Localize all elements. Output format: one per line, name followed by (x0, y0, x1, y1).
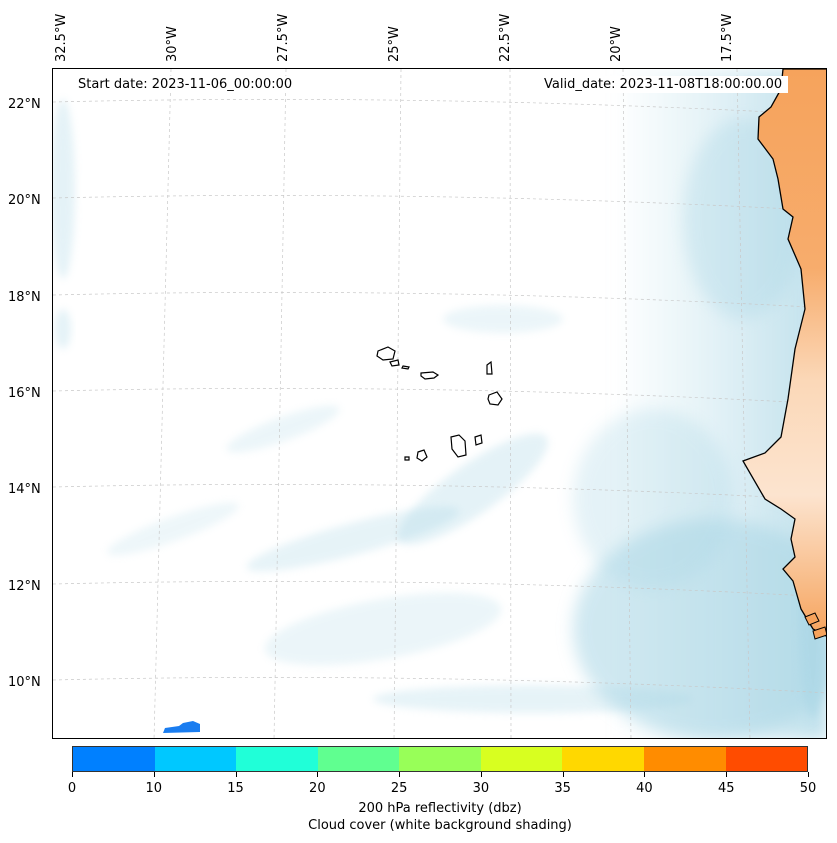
colorbar-tick (399, 772, 400, 777)
colorbar-tick (317, 772, 318, 777)
colorbar-tick-label: 30 (472, 781, 490, 796)
colorbar-label-reflectivity: 200 hPa reflectivity (dbz) (358, 801, 522, 816)
colorbar-segment-6 (562, 747, 644, 771)
map-canvas (53, 69, 826, 738)
colorbar-tick-label: 45 (717, 781, 735, 796)
map-panel (52, 68, 827, 739)
colorbar-tick-label: 40 (636, 781, 653, 796)
lat-label-14n: 14°N (8, 482, 41, 497)
colorbar-tick (726, 772, 727, 777)
colorbar-segment-1 (154, 747, 237, 771)
colorbar-tick-label: 0 (67, 781, 77, 796)
colorbar-tick-label: 15 (227, 781, 244, 796)
lon-label-25w: 25°W (387, 26, 402, 62)
colorbar-tick (644, 772, 645, 777)
lon-label-30w: 30°W (165, 26, 180, 62)
graticule (53, 69, 826, 738)
colorbar-segment-7 (643, 747, 726, 771)
colorbar-tick-label: 10 (145, 781, 163, 796)
valid-date-label: Valid_date: 2023-11-08T18:00:00.00 (538, 76, 789, 93)
colorbar-tick (154, 772, 155, 777)
reflectivity-echo (163, 721, 200, 733)
lon-label-27-5w: 27.5°W (276, 13, 291, 62)
lat-label-20n: 20°N (8, 193, 41, 208)
colorbar (72, 746, 808, 772)
colorbar-tick (72, 772, 73, 777)
start-date-label: Start date: 2023-11-06_00:00:00 (72, 76, 299, 93)
colorbar-tick-label: 25 (390, 781, 408, 796)
colorbar-label-cloud-cover: Cloud cover (white background shading) (308, 818, 572, 833)
lon-label-20w: 20°W (609, 26, 624, 62)
lat-label-22n: 22°N (8, 97, 41, 112)
colorbar-segment-5 (480, 747, 563, 771)
lon-label-22-5w: 22.5°W (498, 13, 513, 62)
colorbar-tick-label: 35 (554, 781, 571, 796)
lat-label-16n: 16°N (8, 386, 41, 401)
colorbar-segment-3 (317, 747, 400, 771)
colorbar-segment-4 (399, 747, 481, 771)
colorbar-tick-label: 50 (799, 781, 817, 796)
lat-label-10n: 10°N (8, 675, 41, 690)
colorbar-segment-2 (236, 747, 318, 771)
cape-verde-islands (376, 346, 503, 462)
lon-label-17-5w: 17.5°W (720, 13, 735, 62)
lon-label-32-5w: 32.5°W (54, 13, 69, 62)
colorbar-tick (808, 772, 809, 777)
colorbar-segment-8 (725, 747, 808, 771)
lat-label-18n: 18°N (8, 290, 41, 305)
africa-landmass (742, 69, 826, 637)
bijagos-islands (804, 612, 826, 640)
colorbar-segment-0 (73, 747, 155, 771)
cloud-cover-shading (53, 69, 826, 738)
lat-label-12n: 12°N (8, 579, 41, 594)
colorbar-tick (563, 772, 564, 777)
colorbar-tick (236, 772, 237, 777)
colorbar-tick (481, 772, 482, 777)
colorbar-tick-label: 20 (309, 781, 326, 796)
